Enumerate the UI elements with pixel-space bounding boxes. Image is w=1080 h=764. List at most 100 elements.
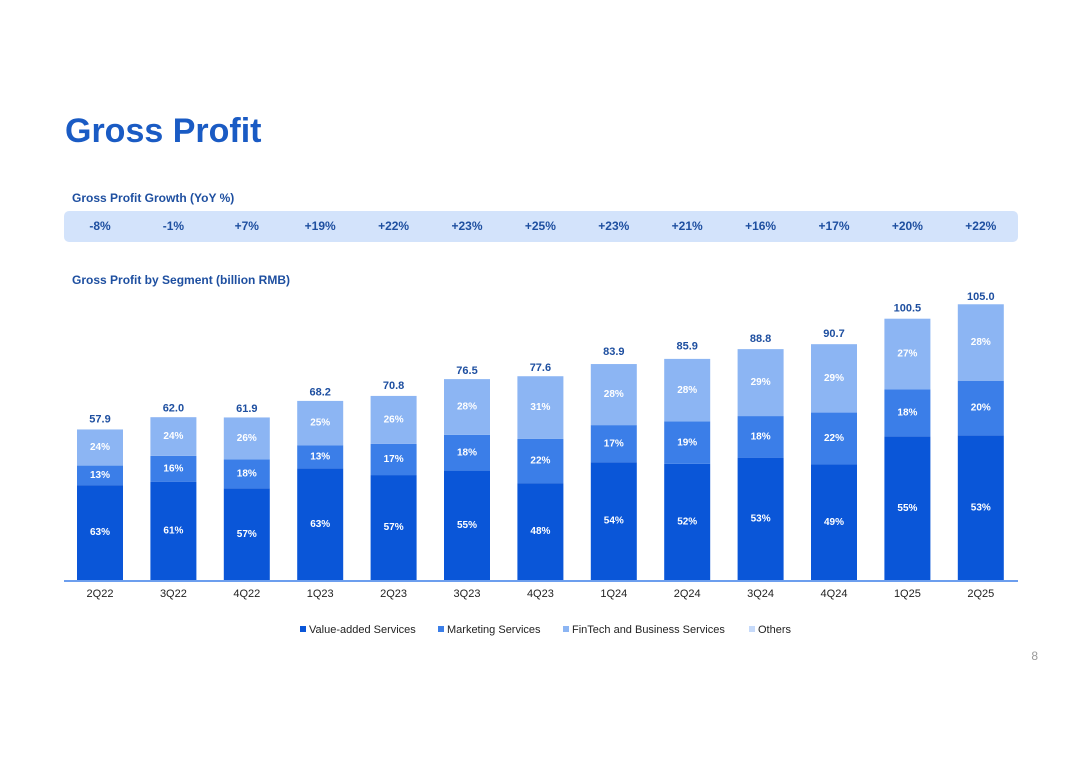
total-label: 88.8	[750, 333, 771, 345]
segment-label: 13%	[310, 451, 330, 462]
total-label: 90.7	[823, 328, 844, 340]
segment-label: 17%	[604, 438, 624, 449]
bar-segment	[517, 376, 564, 439]
bar-segment	[150, 417, 197, 456]
bar-segment	[957, 380, 1004, 436]
growth-label: +22%	[378, 219, 409, 233]
x-tick-label: 4Q22	[233, 588, 260, 600]
segment-label: 54%	[604, 516, 624, 527]
bar-segment	[223, 459, 270, 489]
bar-segment	[590, 462, 637, 580]
growth-label: +19%	[305, 219, 336, 233]
legend-swatch	[563, 626, 569, 632]
bar-segment	[737, 457, 784, 580]
growth-label: -8%	[89, 219, 111, 233]
segment-label: 25%	[310, 418, 330, 429]
segment-label: 17%	[384, 454, 404, 465]
segment-label: 57%	[384, 522, 404, 533]
bar-segment	[150, 481, 197, 580]
x-tick-label: 2Q25	[967, 588, 994, 600]
x-tick-label: 2Q22	[87, 588, 114, 600]
segment-label: 20%	[971, 403, 991, 414]
x-tick-label: 4Q24	[821, 588, 848, 600]
total-label: 62.0	[163, 403, 184, 415]
segment-label: 31%	[530, 402, 550, 413]
x-tick-label: 2Q23	[380, 588, 407, 600]
bar-segment	[517, 483, 564, 580]
growth-label: +20%	[892, 219, 923, 233]
x-tick-label: 3Q22	[160, 588, 187, 600]
growth-label: +7%	[235, 219, 260, 233]
bar-segment	[884, 436, 931, 580]
bar-segment	[884, 389, 931, 437]
growth-band	[64, 211, 1018, 242]
x-tick-label: 2Q24	[674, 588, 701, 600]
bar-segment	[590, 425, 637, 463]
legend-swatch	[749, 626, 755, 632]
segment-label: 22%	[530, 456, 550, 467]
segment-label: 18%	[751, 431, 771, 442]
segment-label: 18%	[897, 407, 917, 418]
segment-label: 48%	[530, 526, 550, 537]
segment-label: 28%	[457, 402, 477, 413]
segment-label: 53%	[971, 502, 991, 513]
total-label: 105.0	[967, 291, 995, 303]
bar-segment	[444, 379, 490, 435]
segment-label: 22%	[824, 433, 844, 444]
bar-segment	[444, 470, 490, 580]
segment-label: 29%	[751, 377, 771, 388]
growth-label: +22%	[965, 219, 996, 233]
chart-title: Gross Profit by Segment (billion RMB)	[72, 273, 290, 287]
segment-label: 63%	[90, 527, 110, 538]
legend-label: Value-added Services	[309, 624, 416, 636]
segment-label: 55%	[897, 503, 917, 514]
segment-label: 16%	[163, 463, 183, 474]
segment-label: 49%	[824, 517, 844, 528]
legend-label: Marketing Services	[447, 624, 541, 636]
segment-label: 13%	[90, 470, 110, 481]
segment-label: 28%	[604, 389, 624, 400]
total-label: 61.9	[236, 403, 257, 415]
bar-segment	[444, 434, 490, 471]
growth-label: +21%	[672, 219, 703, 233]
total-label: 85.9	[676, 341, 697, 353]
segment-label: 27%	[897, 349, 917, 360]
total-label: 57.9	[89, 413, 110, 425]
bar-segment	[664, 463, 711, 580]
legend-swatch	[438, 626, 444, 632]
segment-label: 53%	[751, 513, 771, 524]
legend-swatch	[300, 626, 306, 632]
segment-label: 55%	[457, 520, 477, 531]
bar-segment	[297, 400, 344, 446]
bar-segment	[223, 417, 270, 460]
growth-label: -1%	[163, 219, 185, 233]
x-tick-label: 1Q23	[307, 588, 334, 600]
growth-label: +16%	[745, 219, 776, 233]
bar-segment	[77, 429, 123, 466]
x-tick-label: 3Q24	[747, 588, 774, 600]
growth-label: +23%	[451, 219, 482, 233]
bar-segment	[590, 364, 637, 426]
segment-label: 52%	[677, 517, 697, 528]
bar-segment	[77, 465, 123, 486]
segment-label: 24%	[90, 442, 110, 453]
bar-segment	[957, 435, 1004, 580]
bar-segment	[77, 485, 123, 580]
bar-segment	[370, 475, 417, 580]
growth-title: Gross Profit Growth (YoY %)	[72, 191, 234, 205]
growth-label: +25%	[525, 219, 556, 233]
total-label: 76.5	[456, 365, 477, 377]
segment-label: 18%	[457, 447, 477, 458]
bar-segment	[150, 455, 197, 482]
x-tick-label: 3Q23	[454, 588, 481, 600]
segment-label: 28%	[677, 385, 697, 396]
bar-segment	[664, 358, 711, 422]
bar-segment	[664, 421, 711, 464]
total-label: 70.8	[383, 380, 404, 392]
segment-label: 19%	[677, 437, 697, 448]
slide-title: Gross Profit	[65, 112, 261, 150]
segment-label: 28%	[971, 337, 991, 348]
total-label: 77.6	[530, 362, 551, 374]
segment-label: 63%	[310, 519, 330, 530]
